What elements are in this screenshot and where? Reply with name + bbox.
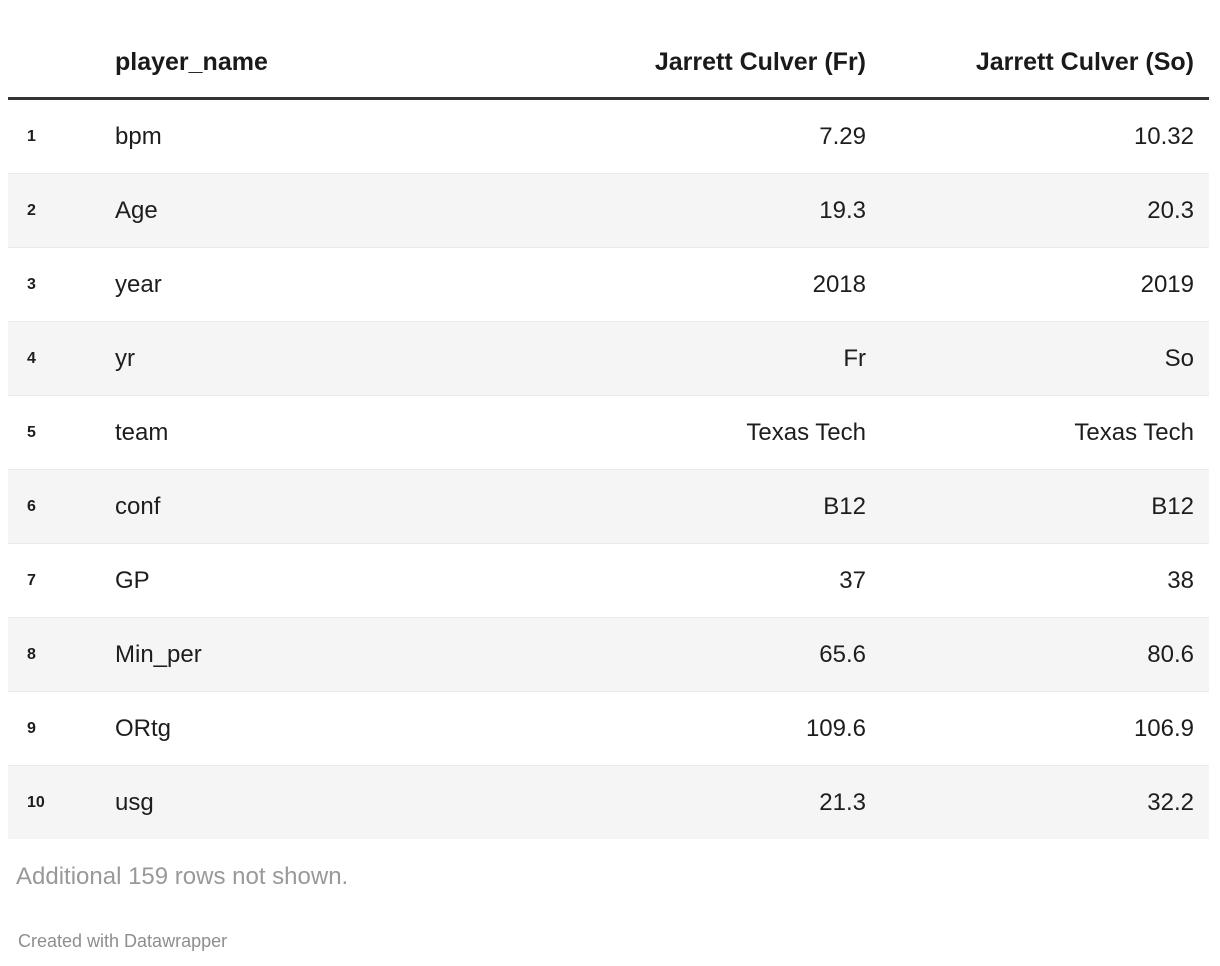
fr-value-cell: 7.29 (819, 123, 866, 150)
so-value-cell: 10.32 (1133, 123, 1194, 150)
row-index: 7 (8, 543, 115, 618)
so-value-cell: 32.2 (881, 765, 1209, 839)
fr-value-cell: B12 (553, 469, 881, 544)
header-player-name[interactable]: player_name (115, 30, 553, 100)
stats-comparison-table: player_name Jarrett Culver (Fr) Jarrett … (8, 30, 1209, 839)
so-value-cell: B12 (881, 469, 1209, 544)
stat-name-cell: team (115, 395, 553, 470)
table-row: 3 year 2018 2019 (8, 247, 1209, 322)
table-header: player_name Jarrett Culver (Fr) Jarrett … (8, 30, 1209, 100)
stat-name-cell: year (115, 247, 553, 322)
row-index: 8 (8, 617, 115, 692)
header-row: player_name Jarrett Culver (Fr) Jarrett … (8, 30, 1209, 100)
row-index: 3 (8, 247, 115, 322)
fr-value-cell: 65.6 (553, 617, 881, 692)
fr-value-cell: Texas Tech (553, 395, 881, 470)
table-row: 10 usg 21.3 32.2 (8, 765, 1209, 839)
table-row: 4 yr Fr So (8, 321, 1209, 396)
table-row: 5 team Texas Tech Texas Tech (8, 395, 1209, 470)
rows-not-shown-note: Additional 159 rows not shown. (16, 863, 349, 890)
stat-name-cell: conf (115, 469, 553, 544)
table-row: 2 Age 19.3 20.3 (8, 173, 1209, 248)
stat-name-cell: Min_per (115, 617, 553, 692)
stat-name-cell: ORtg (115, 691, 553, 766)
row-index: 2 (8, 173, 115, 248)
header-culver-so[interactable]: Jarrett Culver (So) (881, 30, 1209, 100)
header-culver-fr[interactable]: Jarrett Culver (Fr) (553, 30, 881, 100)
fr-value-cell: 19.3 (553, 173, 881, 248)
datawrapper-attribution-link[interactable]: Created with Datawrapper (18, 931, 228, 951)
table-row: 6 conf B12 B12 (8, 469, 1209, 544)
so-value-cell: 80.6 (881, 617, 1209, 692)
so-value-cell: So (881, 321, 1209, 396)
stat-name-cell: bpm (115, 123, 162, 150)
fr-value-cell: 2018 (553, 247, 881, 322)
row-index: 1 (27, 128, 36, 145)
stat-name-cell: yr (115, 321, 553, 396)
so-value-cell: 38 (881, 543, 1209, 618)
fr-value-cell: 21.3 (553, 765, 881, 839)
fr-value-cell: Fr (553, 321, 881, 396)
fr-value-cell: 37 (553, 543, 881, 618)
row-index: 5 (8, 395, 115, 470)
table-row: 8 Min_per 65.6 80.6 (8, 617, 1209, 692)
fr-value-cell: 109.6 (553, 691, 881, 766)
stat-name-cell: Age (115, 173, 553, 248)
table-row: 1 bpm 7.29 10.32 (8, 99, 1209, 174)
stat-name-cell: GP (115, 543, 553, 618)
table-row: 9 ORtg 109.6 106.9 (8, 691, 1209, 766)
row-index: 9 (8, 691, 115, 766)
so-value-cell: 2019 (881, 247, 1209, 322)
row-index: 6 (8, 469, 115, 544)
so-value-cell: 106.9 (881, 691, 1209, 766)
table-body: 1 bpm 7.29 10.32 2 Age 19.3 20.3 3 year … (8, 99, 1209, 839)
so-value-cell: Texas Tech (881, 395, 1209, 470)
row-index: 10 (8, 765, 115, 839)
stat-name-cell: usg (115, 765, 553, 839)
row-index: 4 (8, 321, 115, 396)
so-value-cell: 20.3 (881, 173, 1209, 248)
header-index (8, 30, 115, 100)
table-row: 7 GP 37 38 (8, 543, 1209, 618)
